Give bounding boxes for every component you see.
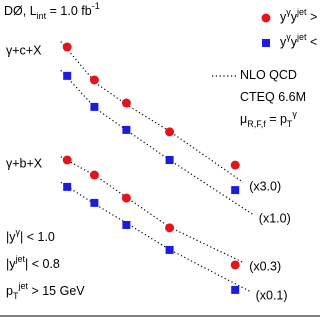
text-part: y [280, 10, 287, 24]
text-part: p [6, 284, 13, 298]
text-part: DØ, L [4, 4, 37, 18]
data-point [230, 260, 240, 270]
data-point [165, 156, 174, 164]
curve-label: (x1.0) [259, 212, 291, 226]
curve-label: (x0.1) [256, 288, 288, 302]
text-part: |y [6, 257, 16, 271]
theory-curve [60, 156, 244, 263]
data-point [230, 160, 240, 170]
data-point [63, 71, 72, 80]
data-point [89, 75, 99, 85]
data-point [122, 125, 131, 134]
text-part: T [287, 119, 293, 129]
data-point [89, 170, 99, 180]
group-label: γ+b+X [6, 156, 43, 170]
data-point [165, 127, 175, 137]
text-part: > 0 [307, 10, 320, 24]
theory-curve [60, 181, 250, 292]
text-part: CTEQ 6.6M [240, 90, 306, 104]
text-part: y [291, 10, 298, 24]
text-part: T [13, 291, 19, 301]
text-part: γ [286, 32, 291, 42]
legend-label: yγyjet > 0 [280, 7, 320, 24]
text-part: -1 [92, 1, 100, 11]
data-point [121, 98, 131, 108]
text-part: y [291, 35, 298, 49]
curve-label: (x3.0) [249, 180, 281, 194]
data-point [231, 285, 240, 294]
data-point [62, 42, 72, 52]
text-part: int [37, 11, 47, 21]
text-part: NLO QCD [240, 68, 297, 82]
text-part: |y [6, 230, 16, 244]
data-point [165, 245, 174, 254]
text-part: | < 0.8 [25, 257, 60, 271]
text-part: jet [15, 254, 26, 264]
data-point [90, 102, 99, 111]
data-point [62, 155, 72, 165]
text-part: jet [17, 281, 28, 291]
cut-label: |yjet| < 0.8 [6, 254, 60, 271]
legend-marker [262, 39, 270, 47]
theory-label: NLO QCD [240, 68, 297, 82]
cut-label: |yγ| < 1.0 [6, 227, 55, 244]
theory-label: μR,F,f = pTγ [240, 109, 297, 129]
text-part: jet [296, 32, 307, 42]
text-part: > 15 GeV [28, 284, 85, 298]
theory-curve [60, 41, 244, 183]
theory-curve [60, 69, 254, 215]
text-part: | < 1.0 [20, 230, 55, 244]
text-part: = 1.0 fb [46, 4, 92, 18]
text-part: R,F,f [247, 119, 266, 129]
chart-title: DØ, Lint = 1.0 fb-1 [4, 1, 100, 21]
legend-label: yγyjet < 0 [280, 32, 320, 49]
cut-label: pTjet > 15 GeV [6, 281, 85, 301]
text-part: < 0 [307, 35, 320, 49]
text-part: = p [266, 112, 287, 126]
curve-label: (x0.3) [249, 260, 281, 274]
data-point [231, 186, 240, 195]
data-point [121, 193, 131, 203]
legend-marker [261, 13, 271, 23]
text-part: γ [292, 109, 297, 119]
text-part: μ [240, 112, 247, 126]
group-label: γ+c+X [6, 43, 42, 57]
data-point [165, 223, 175, 233]
data-point [122, 220, 131, 229]
data-point [63, 182, 72, 191]
text-part: y [280, 35, 287, 49]
theory-label: CTEQ 6.6M [240, 90, 306, 104]
text-part: γ [286, 7, 291, 17]
text-part: jet [296, 7, 307, 17]
data-point [90, 198, 99, 207]
text-part: γ [16, 227, 21, 237]
